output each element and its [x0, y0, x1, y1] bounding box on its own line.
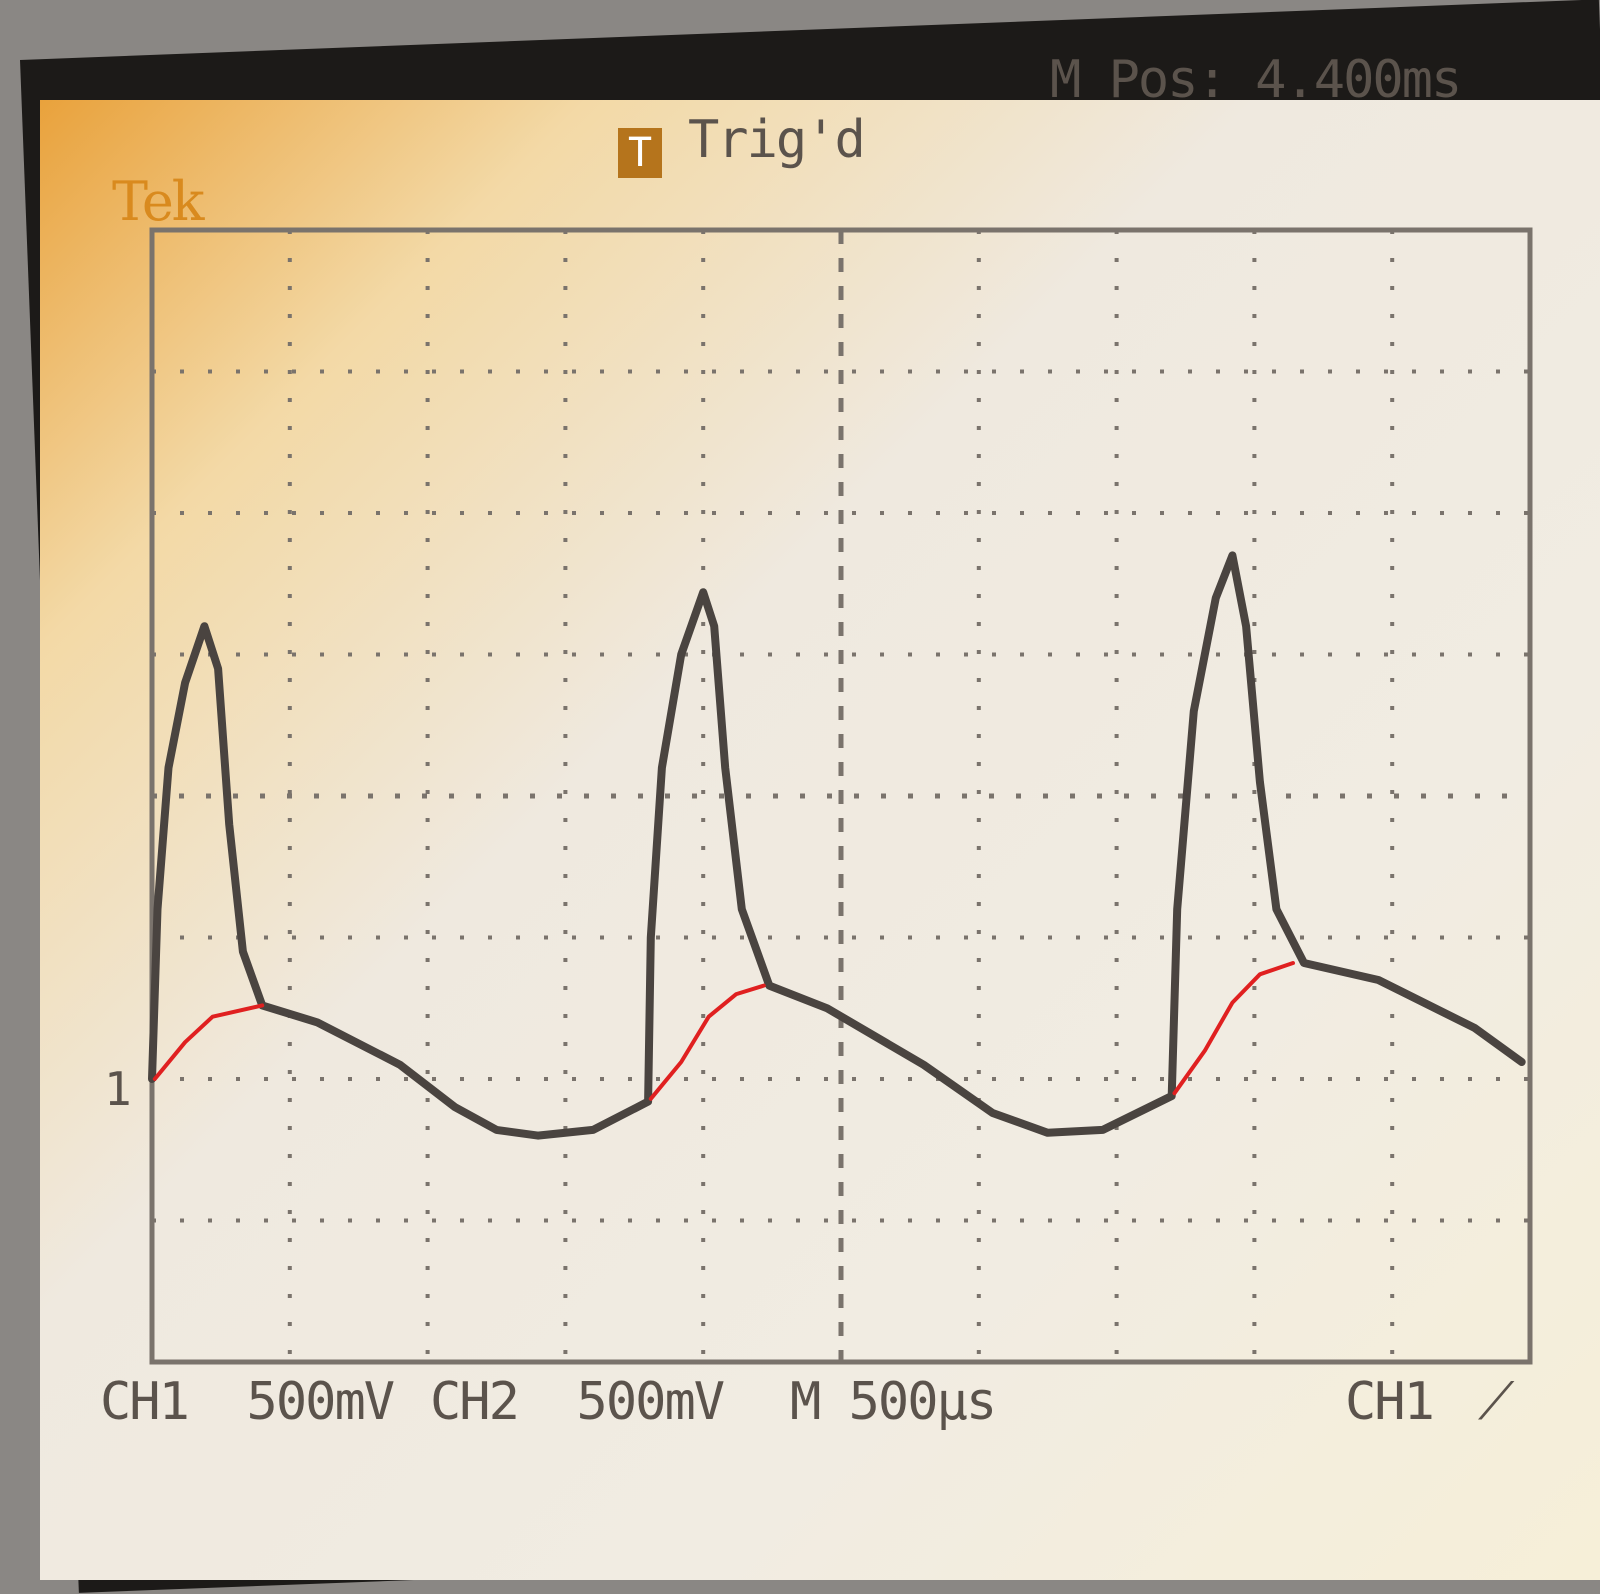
annotation-curve [152, 1003, 265, 1081]
main-position: M Pos: 4.400ms [1050, 50, 1462, 110]
annotation-curve [648, 983, 766, 1101]
ch2-scale: CH2 500mV [430, 1372, 725, 1432]
annotation-curve [1172, 961, 1295, 1096]
trigger-status: Trig'd [688, 110, 866, 170]
brand-logo: Tek [112, 170, 205, 233]
timebase: M 500µs [790, 1372, 997, 1432]
scope-screen [40, 100, 1600, 1580]
ch1-ground-marker: 1 [104, 1062, 132, 1116]
ch1-scale: CH1 500mV [100, 1372, 395, 1432]
rising-edge-icon: ⟋ [1478, 1372, 1514, 1432]
graticule [149, 227, 1533, 1365]
ch1-trace [148, 551, 1526, 1140]
trigger-badge: T [618, 128, 663, 178]
traces [148, 551, 1526, 1140]
trigger-source: CH1 [1345, 1372, 1435, 1432]
